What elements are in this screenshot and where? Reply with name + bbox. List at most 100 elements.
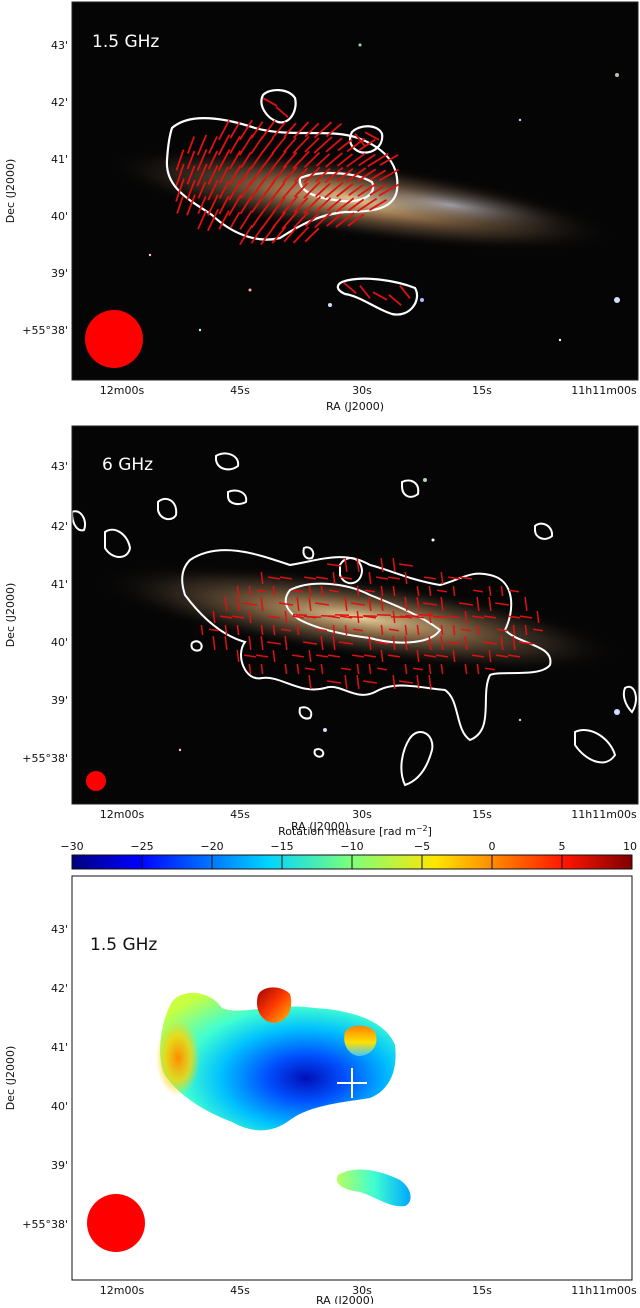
polarization-vector xyxy=(228,179,242,201)
polarization-vector xyxy=(428,585,432,597)
polarization-vector xyxy=(284,663,288,675)
polarization-vector xyxy=(464,610,468,624)
polarization-vector xyxy=(224,636,228,650)
polarization-vector xyxy=(308,585,312,597)
polarization-vector xyxy=(508,589,520,593)
polarization-vector xyxy=(304,137,320,153)
colorbar-tick-label: −15 xyxy=(270,840,293,853)
polarization-vector xyxy=(500,636,504,650)
polarization-vector xyxy=(326,680,342,684)
x-tick-label: 11h11m00s xyxy=(571,1284,637,1297)
polarization-vector xyxy=(404,571,408,585)
polarization-vector xyxy=(236,585,240,597)
polarization-vector xyxy=(335,197,355,213)
polarization-vector xyxy=(332,624,336,636)
y-tick-label: 42' xyxy=(51,982,68,995)
polarization-vector xyxy=(272,182,286,198)
polarization-vector xyxy=(320,636,324,650)
polarization-vector xyxy=(348,615,364,619)
polarization-vector xyxy=(292,150,310,170)
polarization-vector xyxy=(440,624,444,636)
polarization-vector xyxy=(292,135,310,155)
polarization-vector xyxy=(483,615,497,619)
polarization-vector xyxy=(484,667,496,671)
polarization-vector xyxy=(387,654,401,658)
x-tick-label: 30s xyxy=(352,384,372,397)
polarization-vector xyxy=(313,121,333,139)
y-tick-label: 41' xyxy=(51,1041,68,1054)
frequency-label: 1.5 GHz xyxy=(92,32,159,52)
polarization-vector xyxy=(320,614,336,618)
polarization-vector xyxy=(471,654,485,658)
polarization-vector xyxy=(280,628,292,632)
polarization-vector xyxy=(296,624,300,636)
polarization-vector xyxy=(217,134,231,156)
polarization-vector xyxy=(186,179,196,201)
x-tick-label: 15s xyxy=(472,384,492,397)
y-axis-label: Dec (J2000) xyxy=(4,1046,17,1111)
polarization-vector xyxy=(362,614,378,618)
polarization-vector xyxy=(239,181,253,199)
polarization-vector xyxy=(186,194,196,216)
polarization-vector xyxy=(416,624,420,636)
polarization-vector xyxy=(256,589,268,593)
polarization-vector xyxy=(292,226,310,244)
polarization-vector xyxy=(217,148,231,172)
polarization-vector xyxy=(271,211,287,229)
colorbar-tick-labels: −30 −25 −20 −15 −10 −5 0 5 10 xyxy=(60,840,637,853)
polarization-vector xyxy=(238,134,254,156)
polarization-vector xyxy=(207,165,219,185)
polarization-vector xyxy=(197,210,207,230)
polarization-vector xyxy=(347,213,365,227)
polarization-vector xyxy=(271,150,287,170)
polarization-vector xyxy=(512,624,516,636)
polarization-vector xyxy=(315,153,331,167)
colorbar-label: Rotation measure [rad m−2] xyxy=(278,824,432,838)
polarization-vector xyxy=(207,150,219,170)
y-tick-label: 40' xyxy=(51,1100,68,1113)
y-tick-label: 43' xyxy=(51,460,68,473)
polarization-vector xyxy=(432,615,448,619)
y-axis-label: Dec (J2000) xyxy=(4,159,17,224)
polarization-vector xyxy=(440,597,444,611)
polarization-vector xyxy=(336,168,354,182)
polarization-vector xyxy=(388,628,400,632)
polarization-vector xyxy=(314,197,332,213)
polarization-vector xyxy=(488,597,492,611)
polarization-vector xyxy=(390,615,406,619)
polarization-vector xyxy=(354,133,366,147)
polarization-vector xyxy=(428,663,432,675)
polarization-vector xyxy=(243,654,257,658)
polarization-vector xyxy=(404,624,408,636)
polarization-vector xyxy=(186,150,196,170)
polarization-vector xyxy=(375,576,389,580)
polarization-vector xyxy=(350,602,366,606)
y-tick-label: 42' xyxy=(51,520,68,533)
polarization-vector xyxy=(229,211,241,229)
polarization-vector xyxy=(196,134,208,156)
polarization-vector xyxy=(186,165,196,185)
polarization-vector xyxy=(262,97,278,107)
polarization-vector xyxy=(296,597,300,611)
polarization-vector xyxy=(358,138,376,152)
polarization-vector xyxy=(387,576,401,580)
polarization-vector xyxy=(344,624,348,636)
polarization-vector xyxy=(328,589,340,593)
polarization-vector xyxy=(251,197,263,213)
polarization-vector xyxy=(446,641,462,645)
polarization-vector xyxy=(218,210,230,230)
polarization-vector xyxy=(306,615,322,619)
polarization-vector xyxy=(197,195,207,215)
polarization-vector xyxy=(260,597,264,611)
polarization-vector xyxy=(212,636,216,650)
y-tick-label: +55°38' xyxy=(22,1218,68,1231)
polarization-vector xyxy=(359,285,371,299)
polarization-vector xyxy=(380,624,384,636)
polarization-vector xyxy=(380,585,384,597)
y-tick-label: 41' xyxy=(51,153,68,166)
polarization-vector xyxy=(218,119,230,141)
polarization-vector xyxy=(293,182,309,198)
polarization-vector xyxy=(315,576,329,580)
polarization-vector xyxy=(368,636,372,650)
polarization-vector xyxy=(272,585,276,597)
